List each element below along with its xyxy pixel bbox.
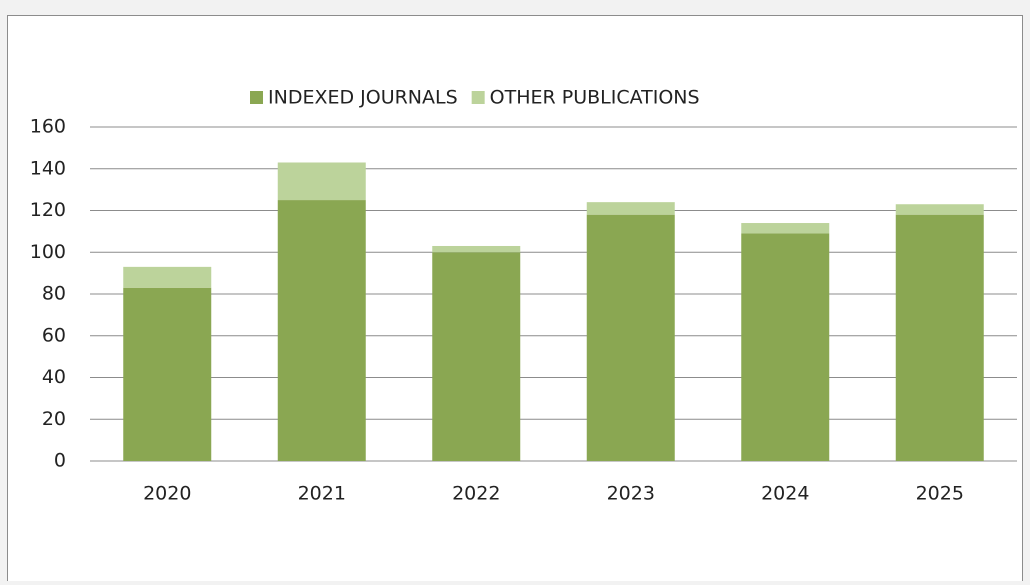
bar-segment — [586, 202, 675, 215]
y-tick-label: 140 — [30, 157, 66, 179]
y-tick-label: 60 — [42, 324, 66, 346]
x-tick-label: 2021 — [298, 483, 346, 505]
bar-segment — [895, 214, 984, 461]
bar-segment — [432, 252, 521, 461]
y-tick-label: 80 — [42, 283, 66, 305]
y-tick-label: 0 — [54, 450, 66, 472]
y-tick-label: 40 — [42, 366, 66, 388]
legend-label: INDEXED JOURNALS — [268, 87, 458, 109]
x-tick-label: 2020 — [143, 483, 191, 505]
bar-segment — [432, 245, 521, 253]
legend-swatch — [250, 91, 263, 104]
legend-label: OTHER PUBLICATIONS — [490, 87, 700, 109]
x-tick-label: 2025 — [916, 483, 964, 505]
y-tick-label: 160 — [30, 116, 66, 138]
bar-segment — [277, 162, 366, 201]
legend: INDEXED JOURNALS OTHER PUBLICATIONS — [250, 87, 700, 109]
bar-segment — [741, 233, 830, 461]
y-tick-label: 20 — [42, 408, 66, 430]
y-tick-label: 100 — [30, 241, 66, 263]
bar-segment — [123, 287, 212, 461]
x-tick-label: 2022 — [452, 483, 500, 505]
bar-segment — [586, 214, 675, 461]
x-tick-label: 2023 — [607, 483, 655, 505]
bar-segment — [895, 204, 984, 215]
x-tick-label: 2024 — [761, 483, 809, 505]
bar-segment — [277, 200, 366, 461]
legend-swatch — [471, 91, 485, 104]
y-tick-label: 120 — [30, 199, 66, 221]
bar-segment — [741, 223, 830, 234]
bar-segment — [123, 266, 212, 288]
